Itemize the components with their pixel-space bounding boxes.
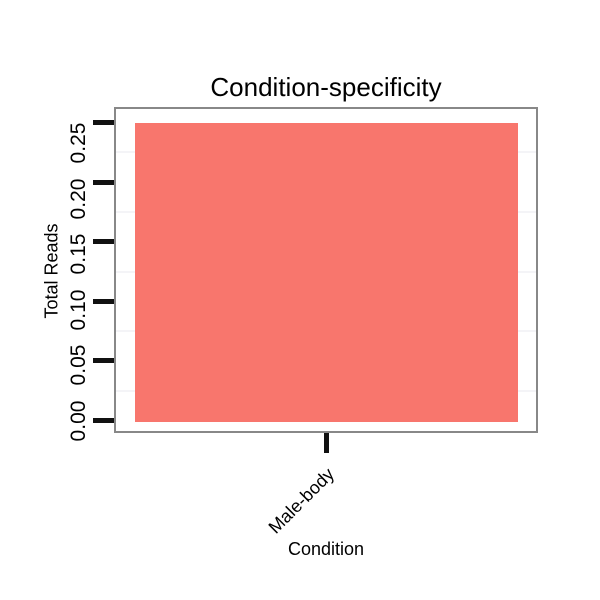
y-tick: [93, 120, 114, 125]
y-tick: [93, 179, 114, 185]
y-tick-label: 0.20: [67, 178, 90, 219]
y-tick-label: 0.25: [67, 122, 90, 164]
y-tick: [93, 239, 114, 245]
y-tick-label: 0.00: [67, 400, 90, 441]
x-category-label: Male-body: [264, 463, 339, 538]
plot-panel: [114, 107, 538, 433]
x-axis-title: Condition: [287, 539, 365, 559]
y-tick: [93, 358, 114, 364]
bar-male-body: [134, 122, 518, 422]
y-tick: [93, 418, 114, 423]
y-tick-label: 0.15: [67, 233, 90, 275]
chart-title: Condition-specificity: [210, 72, 442, 102]
x-tick: [323, 433, 329, 453]
y-axis-title: Total Reads: [41, 223, 62, 319]
y-tick-label: 0.05: [67, 344, 90, 386]
y-tick-label: 0.10: [67, 289, 90, 330]
y-tick: [93, 298, 114, 304]
